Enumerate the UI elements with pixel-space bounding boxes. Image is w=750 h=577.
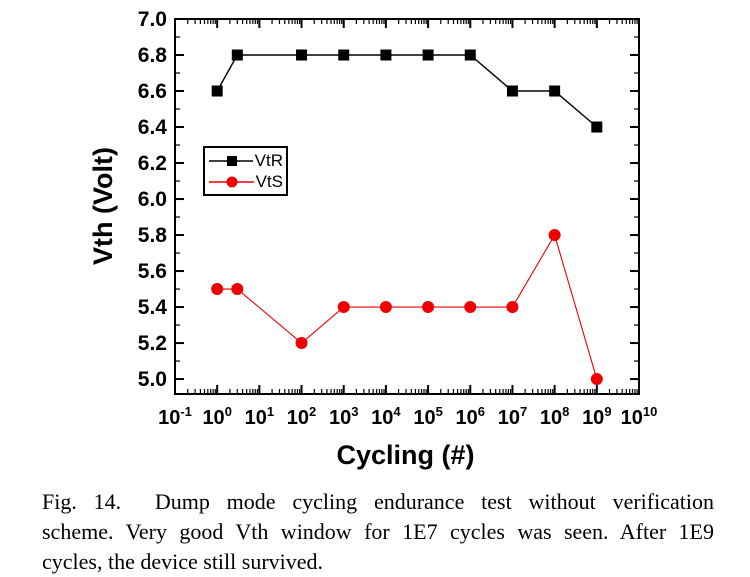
svg-text:100: 100 <box>202 404 231 429</box>
y-axis-ticks <box>175 18 639 381</box>
svg-text:104: 104 <box>371 404 401 429</box>
legend-label-vts: VtS <box>255 172 283 191</box>
svg-text:7.0: 7.0 <box>138 8 167 31</box>
caption-line-1: Fig. 14. Dump mode cycling endurance tes… <box>42 489 714 514</box>
legend-entry-vts: VtS <box>208 172 283 191</box>
series-VtS <box>211 229 603 386</box>
svg-text:5.6: 5.6 <box>138 260 167 283</box>
legend-line-circle-icon <box>209 176 254 187</box>
series-VtR <box>211 49 603 133</box>
x-axis-ticks <box>174 19 640 394</box>
plot-border <box>174 18 640 395</box>
data-point-circle <box>295 337 308 350</box>
data-point-circle <box>506 301 519 314</box>
svg-text:5.8: 5.8 <box>138 224 168 247</box>
svg-text:103: 103 <box>329 404 358 429</box>
svg-text:10-1: 10-1 <box>158 404 192 429</box>
data-point-square <box>380 49 392 61</box>
svg-text:107: 107 <box>498 404 527 429</box>
legend-label-vtr: VtR <box>254 151 283 170</box>
svg-text:6.6: 6.6 <box>138 80 167 103</box>
data-point-circle <box>379 301 392 314</box>
svg-text:5.0: 5.0 <box>138 368 167 391</box>
y-axis-tick-labels: 5.0 5.2 5.4 5.6 5.8 6.0 6.2 6.4 6.6 6.8 7.0 <box>138 8 168 391</box>
data-point-square <box>591 121 603 133</box>
data-point-square <box>549 85 561 97</box>
data-point-square <box>338 49 350 61</box>
figure-caption: Fig. 14. Dump mode cycling endurance tes… <box>42 487 714 577</box>
data-point-circle <box>422 301 435 314</box>
data-point-square <box>211 85 223 97</box>
data-point-square <box>422 49 434 61</box>
svg-text:5.4: 5.4 <box>138 296 168 319</box>
svg-text:109: 109 <box>582 404 611 429</box>
data-point-circle <box>590 373 603 386</box>
data-point-square <box>231 49 243 61</box>
svg-text:1010: 1010 <box>621 404 658 429</box>
x-axis-tick-labels: 10-1 100 101 102 103 104 105 106 107 108 109 1010 <box>158 404 657 429</box>
x-axis-title: Cycling (#) <box>336 440 475 470</box>
svg-text:5.2: 5.2 <box>138 332 167 355</box>
data-point-square <box>296 49 308 61</box>
svg-text:102: 102 <box>287 404 316 429</box>
legend-line-square-icon <box>209 155 253 166</box>
svg-text:6.0: 6.0 <box>138 188 167 211</box>
svg-text:106: 106 <box>456 404 485 429</box>
svg-text:108: 108 <box>540 404 569 429</box>
svg-text:101: 101 <box>245 404 274 429</box>
svg-text:6.8: 6.8 <box>138 44 168 67</box>
endurance-chart: 10-1 100 101 102 103 104 105 106 107 108 109 1010 5… <box>88 8 658 470</box>
data-point-circle <box>337 301 350 314</box>
legend-entry-vtr: VtR <box>208 151 283 170</box>
caption-line-3: cycles, the device still survived. <box>42 549 324 574</box>
chart-canvas: 10-1 100 101 102 103 104 105 106 107 108 109 1010 5… <box>138 8 658 429</box>
caption-line-2: scheme. Very good Vth window for 1E7 cyc… <box>42 519 714 544</box>
data-point-square <box>506 85 518 97</box>
svg-text:6.2: 6.2 <box>138 152 167 175</box>
y-axis-title: Vth (Volt) <box>88 147 118 265</box>
data-point-circle <box>548 229 561 242</box>
legend: VtR VtS <box>203 146 288 196</box>
data-point-square <box>464 49 476 61</box>
svg-text:6.4: 6.4 <box>138 116 168 139</box>
svg-text:105: 105 <box>413 404 442 429</box>
data-series <box>211 49 603 386</box>
data-point-circle <box>211 283 224 296</box>
data-point-circle <box>231 283 244 296</box>
data-point-circle <box>464 301 477 314</box>
